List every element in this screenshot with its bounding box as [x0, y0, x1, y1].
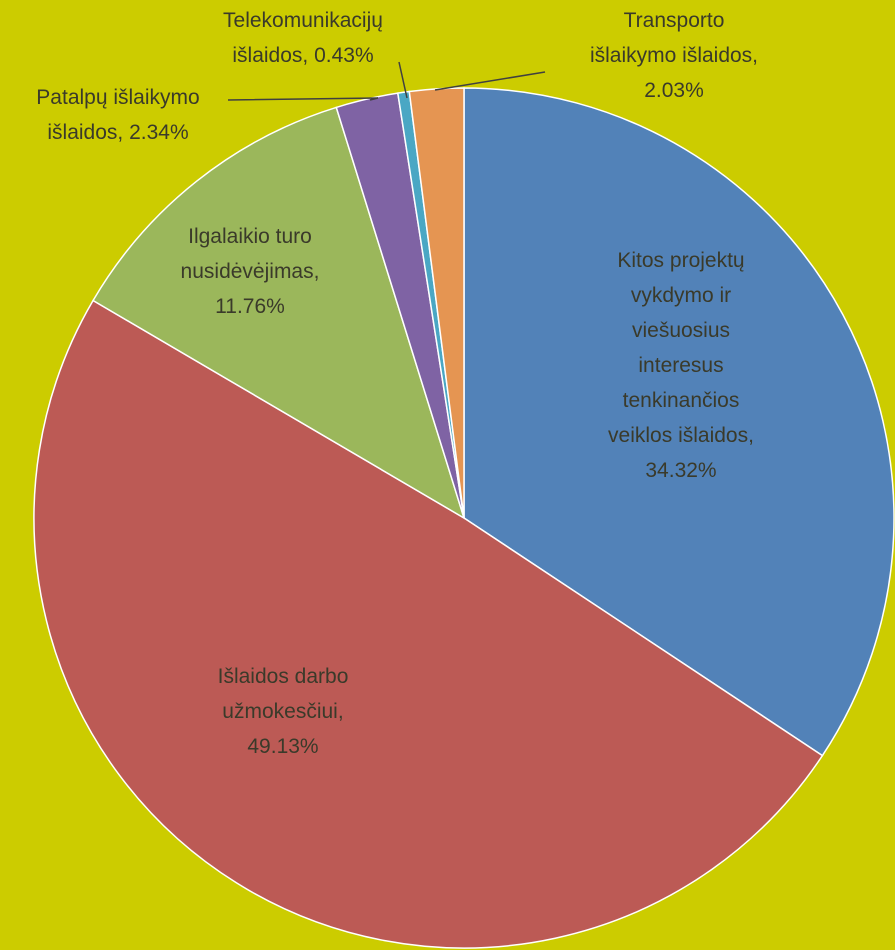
slice-label-line: viešuosius — [632, 319, 730, 342]
slice-label-line: vykdymo ir — [631, 284, 731, 307]
pie-slices — [33, 87, 895, 949]
slice-label-line: Telekomunikacijų — [223, 9, 383, 32]
slice-label-line: Išlaidos darbo — [218, 665, 349, 688]
slice-label-line: išlaidos, 2.34% — [47, 121, 188, 144]
pie-slice-1 — [33, 299, 824, 949]
slice-label-line: užmokesčiui, — [222, 700, 343, 723]
slice-label-line: 49.13% — [247, 735, 318, 758]
slice-label-line: Patalpų išlaikymo — [36, 86, 199, 109]
slice-label-0: Kitos projektų vykdymo ir viešuosius intere… — [608, 249, 754, 482]
slice-label-line: veiklos išlaidos, — [608, 424, 754, 447]
slice-label-line: išlaidos, 0.43% — [232, 44, 373, 67]
slice-label-1: Išlaidos darbo užmokesčiui, 49.13% — [218, 665, 349, 758]
slice-label-line: Transporto — [624, 9, 725, 32]
leader-line-5 — [434, 71, 546, 91]
slice-label-3: Patalpų išlaikymo išlaidos, 2.34% — [36, 86, 199, 144]
leader-line-4 — [398, 61, 408, 99]
slice-label-line: 34.32% — [645, 459, 716, 482]
slice-label-line: Ilgalaikio turo — [188, 225, 312, 248]
slice-label-line: nusidėvėjimas, — [181, 260, 320, 283]
leader-line-3 — [227, 97, 379, 101]
slice-label-5: Transporto išlaikymo išlaidos, 2.03% — [590, 9, 758, 102]
slice-label-4: Telekomunikacijų išlaidos, 0.43% — [223, 9, 383, 67]
slice-label-line: 11.76% — [215, 295, 285, 318]
pie-slice-2 — [92, 106, 466, 520]
slice-label-line: išlaikymo išlaidos, — [590, 44, 758, 67]
slice-label-line: interesus — [638, 354, 723, 377]
slice-label-line: 2.03% — [644, 79, 704, 102]
leader-lines — [227, 61, 546, 101]
slice-labels: Kitos projektų vykdymo ir viešuosius intere… — [36, 9, 758, 758]
slice-label-line: Kitos projektų — [617, 249, 744, 272]
slice-label-2: Ilgalaikio turo nusidėvėjimas, 11.76% — [181, 225, 320, 318]
slice-label-line: tenkinančios — [623, 389, 740, 412]
pie-slice-5 — [408, 87, 465, 519]
